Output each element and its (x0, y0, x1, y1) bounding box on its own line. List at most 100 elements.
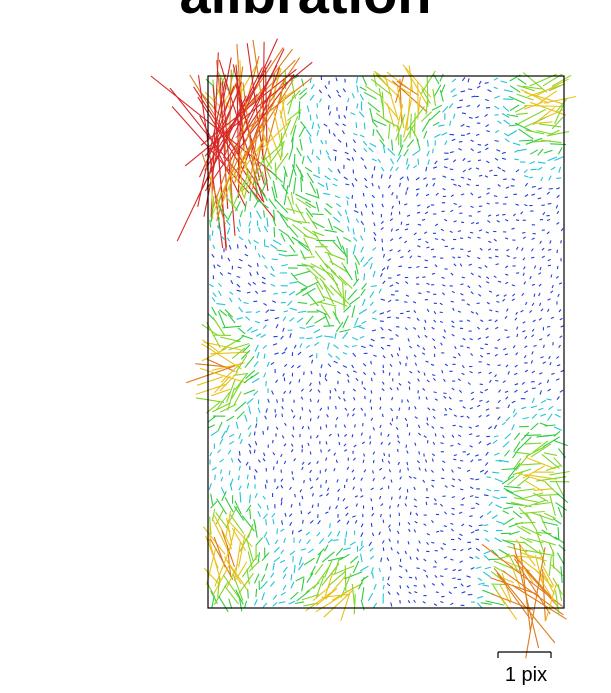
residual-vector (247, 589, 249, 599)
residual-vector (361, 587, 365, 601)
residual-vector (389, 363, 393, 368)
residual-vector (300, 548, 307, 551)
residual-vector (319, 149, 322, 155)
residual-vector (504, 329, 508, 332)
residual-vector (518, 139, 534, 142)
residual-vector (504, 353, 509, 356)
residual-vector (305, 201, 316, 209)
residual-vector (224, 585, 239, 605)
residual-vector (450, 444, 454, 447)
residual-vector (360, 235, 364, 241)
residual-vector (272, 439, 274, 444)
residual-vector (476, 104, 481, 108)
residual-vector (299, 489, 303, 493)
residual-vector (477, 236, 481, 239)
residual-vector (543, 95, 577, 104)
residual-vector (399, 476, 402, 480)
residual-vector (312, 221, 325, 229)
residual-vector (506, 248, 510, 252)
residual-vector (264, 319, 269, 322)
residual-vector (370, 377, 373, 382)
residual-vector (494, 139, 499, 142)
residual-vector (361, 320, 367, 324)
residual-vector (441, 292, 446, 296)
residual-vector (423, 584, 426, 588)
residual-vector (431, 519, 434, 524)
residual-vector (296, 317, 304, 323)
residual-vector (402, 64, 432, 98)
residual-vector (479, 515, 484, 519)
residual-vector (430, 248, 435, 251)
residual-vector (548, 175, 552, 181)
residual-vector (457, 434, 462, 438)
residual-vector (425, 183, 429, 188)
residual-vector (229, 291, 234, 295)
residual-vector (433, 310, 437, 315)
residual-vector (494, 478, 503, 483)
residual-vector (275, 426, 279, 430)
residual-vector (310, 263, 333, 276)
residual-vector (344, 506, 349, 510)
residual-vector (343, 289, 347, 311)
residual-vector (311, 504, 314, 509)
residual-vector (262, 430, 265, 435)
residual-vector (466, 183, 470, 186)
residual-vector (532, 440, 549, 453)
residual-vector (289, 521, 293, 527)
residual-vector (434, 223, 439, 227)
residual-vector (397, 461, 401, 466)
residual-vector (476, 326, 480, 330)
residual-vector (369, 399, 372, 403)
residual-vector (516, 525, 531, 535)
residual-vector (398, 382, 402, 386)
residual-vector (233, 372, 248, 376)
residual-vector (469, 556, 474, 560)
residual-vector (230, 457, 234, 463)
residual-vector (540, 308, 544, 312)
residual-vector (556, 492, 569, 504)
residual-vector (283, 443, 287, 447)
residual-vector (253, 475, 256, 480)
residual-vector (210, 351, 250, 355)
residual-vector (221, 491, 227, 502)
residual-vector (227, 272, 232, 275)
residual-vector (534, 501, 552, 506)
residual-vector (342, 331, 349, 340)
residual-vector (268, 198, 277, 210)
residual-vector (233, 505, 245, 521)
residual-vector (327, 105, 330, 110)
residual-vector (497, 280, 502, 283)
residual-vector (371, 158, 377, 162)
residual-vector (283, 460, 287, 465)
residual-vector (538, 407, 544, 411)
residual-vector (244, 201, 248, 212)
residual-vector (471, 397, 475, 401)
residual-vector (531, 328, 535, 332)
residual-vector (556, 552, 565, 565)
residual-vector (405, 191, 407, 195)
residual-vector (237, 458, 242, 464)
residual-vector (363, 453, 366, 457)
residual-vector (405, 444, 408, 448)
residual-vector (251, 190, 260, 203)
residual-vector (327, 538, 333, 544)
residual-vector (550, 166, 556, 171)
residual-vector (514, 105, 528, 113)
residual-vector (531, 185, 536, 188)
residual-vector (303, 479, 305, 484)
residual-vector (288, 513, 293, 517)
residual-vector (371, 329, 377, 332)
residual-vector (388, 372, 391, 376)
residual-vector (379, 424, 382, 429)
residual-vector (301, 466, 304, 471)
residual-vector (448, 407, 453, 411)
residual-vector (442, 335, 446, 339)
residual-vector (478, 414, 482, 418)
residual-vector (382, 576, 385, 581)
residual-vector (295, 193, 312, 203)
residual-vector (412, 149, 421, 156)
residual-vector (542, 434, 556, 437)
residual-vector (395, 166, 399, 172)
residual-vector (451, 507, 455, 510)
residual-vector (441, 106, 449, 113)
